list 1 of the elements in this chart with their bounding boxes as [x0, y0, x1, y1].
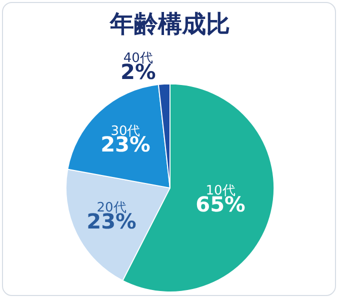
chart-title: 年齢構成比 — [109, 10, 230, 38]
